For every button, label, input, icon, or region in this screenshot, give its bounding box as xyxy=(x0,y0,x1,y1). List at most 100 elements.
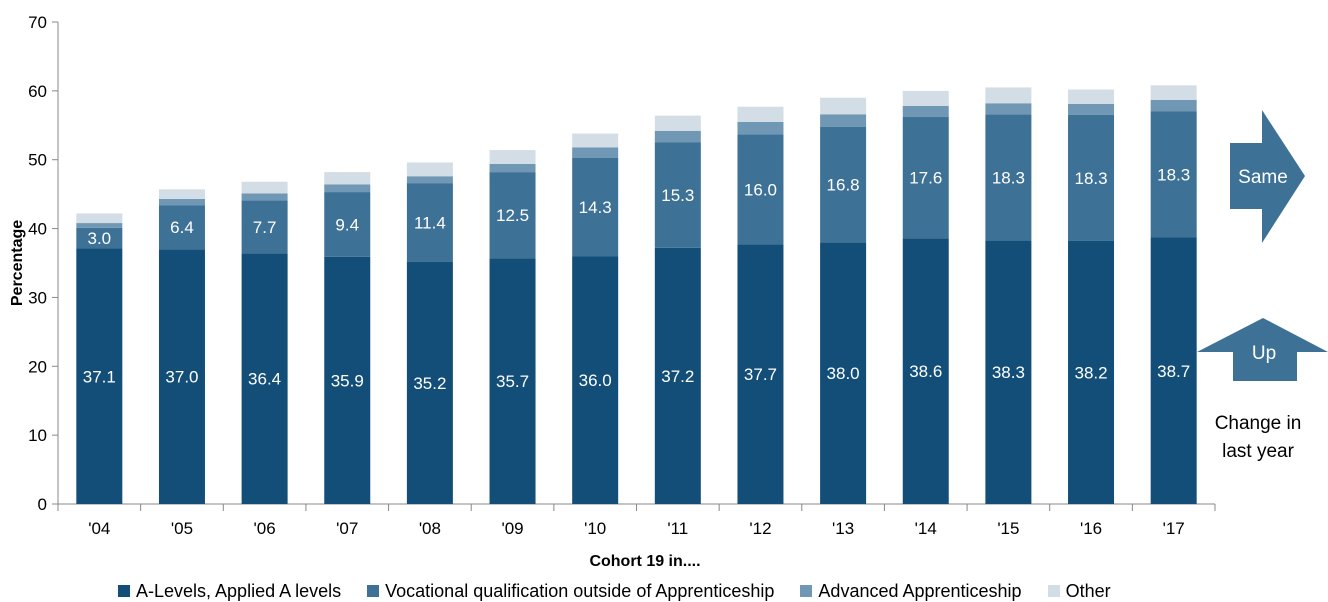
bar-segment xyxy=(489,258,536,504)
x-tick-label: '06 xyxy=(254,519,276,538)
right-arrow-icon xyxy=(1230,110,1305,243)
legend-label: Advanced Apprenticeship xyxy=(818,580,1022,601)
bar-segment xyxy=(76,213,123,224)
bar-segment xyxy=(902,90,949,107)
bar-value-label: 14.3 xyxy=(579,198,612,217)
x-tick-label: '14 xyxy=(915,519,937,538)
bar-value-label: 11.4 xyxy=(414,213,446,232)
x-axis: '04 '05 '06 '07 '08 '09 '10 '11 '12 '13 '14 '15 '16 '… xyxy=(57,503,1216,538)
bar-value-label: 36.0 xyxy=(579,371,612,390)
bar-segment xyxy=(158,205,205,250)
bar-segment xyxy=(324,172,371,185)
bar-value-label: 38.0 xyxy=(827,364,860,383)
x-tick-label: '15 xyxy=(997,519,1019,538)
bar-value-label: 35.7 xyxy=(496,372,529,391)
bar-segment xyxy=(489,150,536,164)
bar-segment xyxy=(737,134,784,245)
bar-value-label: 15.3 xyxy=(661,186,694,205)
up-label: Up xyxy=(1252,343,1276,364)
x-tick-label: '07 xyxy=(336,519,358,538)
x-tick-label: '16 xyxy=(1080,519,1102,538)
bar-value-label: 35.2 xyxy=(413,374,446,393)
legend-swatch xyxy=(118,585,130,597)
bar-segment xyxy=(158,249,205,504)
bar-value-label: 37.0 xyxy=(165,368,198,387)
bar-segment xyxy=(324,192,371,257)
bar-segment xyxy=(572,133,619,148)
bar-segment xyxy=(654,142,701,248)
bar-segment xyxy=(572,256,619,504)
bar-segment xyxy=(902,117,949,239)
up-arrow-icon xyxy=(1197,318,1328,381)
bar-segment xyxy=(902,238,949,504)
legend-label: Vocational qualification outside of Appr… xyxy=(385,580,775,601)
x-tick-label: '05 xyxy=(171,519,193,538)
bar-segment xyxy=(737,244,784,504)
change-note: Change in last year xyxy=(1198,410,1318,466)
bar-value-label: 37.7 xyxy=(744,365,777,384)
y-tick-label: 70 xyxy=(28,13,47,32)
bar-segment xyxy=(1068,89,1115,104)
bar-value-label: 16.8 xyxy=(827,176,860,195)
up-indicator: Up xyxy=(1197,318,1328,381)
bar-segment xyxy=(820,242,867,505)
bar-segment xyxy=(406,162,453,177)
bar-segment xyxy=(76,223,123,228)
legend-item: Advanced Apprenticeship xyxy=(800,580,1022,602)
bars xyxy=(76,85,1197,505)
x-tick-label: '13 xyxy=(832,519,854,538)
bar-segment xyxy=(324,256,371,504)
bar-segment xyxy=(985,87,1032,104)
y-tick-label: 60 xyxy=(28,82,47,101)
bar-segment xyxy=(820,114,867,127)
change-note-line-1: Change in xyxy=(1214,413,1302,434)
bar-segment xyxy=(1150,111,1197,238)
bar-segment xyxy=(241,181,288,194)
bar-value-label: 37.1 xyxy=(83,367,116,386)
bar-segment xyxy=(902,106,949,118)
bar-value-label: 3.0 xyxy=(88,229,112,248)
bar-segment xyxy=(1150,237,1197,504)
bar-value-label: 36.4 xyxy=(248,370,281,389)
change-note-line-2: last year xyxy=(1222,441,1294,462)
bar-segment xyxy=(406,261,453,504)
bar-segment xyxy=(572,157,619,257)
y-tick-label: 30 xyxy=(28,288,47,307)
legend-item: A-Levels, Applied A levels xyxy=(118,581,341,602)
bar-segment xyxy=(406,176,453,184)
legend-item: Vocational qualification outside of Appr… xyxy=(367,581,774,602)
bar-value-label: 6.4 xyxy=(170,218,194,237)
bar-value-label: 7.7 xyxy=(253,218,277,237)
bar-segment xyxy=(406,183,453,262)
value-labels: 37.1 3.0 37.0 6.4 36.4 7.7 35.9 9.4 35.2 11.4 35.7… xyxy=(83,166,1190,393)
x-tick-label: '08 xyxy=(419,519,441,538)
bar-segment xyxy=(489,172,536,259)
bar-value-label: 38.3 xyxy=(992,363,1025,382)
legend-swatch xyxy=(1047,585,1060,597)
bar-segment xyxy=(654,115,701,131)
legend-label: Other xyxy=(1065,580,1111,601)
bar-value-label: 38.7 xyxy=(1157,362,1190,381)
bar-value-label: 18.3 xyxy=(992,168,1025,187)
bar-segment xyxy=(820,97,867,115)
bar-segment xyxy=(1150,85,1197,100)
legend: A-Levels, Applied A levels Vocational qua… xyxy=(118,580,1278,602)
bar-segment xyxy=(76,248,123,504)
legend-label: A-Levels, Applied A levels xyxy=(136,580,342,601)
y-tick-label: 50 xyxy=(28,151,47,170)
bar-value-label: 9.4 xyxy=(335,215,359,234)
bar-value-label: 37.2 xyxy=(661,367,694,386)
y-axis: 0 10 20 30 40 50 60 70 xyxy=(28,13,59,514)
bar-segment xyxy=(489,163,536,173)
bar-value-label: 18.3 xyxy=(1074,169,1107,188)
bar-segment xyxy=(1068,240,1115,505)
bar-segment xyxy=(572,147,619,158)
x-tick-label: '11 xyxy=(667,519,688,538)
bar-segment xyxy=(241,200,288,254)
x-tick-label: '04 xyxy=(88,519,110,538)
bar-segment xyxy=(1068,114,1115,241)
y-tick-label: 0 xyxy=(38,495,47,514)
bar-segment xyxy=(985,240,1032,504)
legend-item: Other xyxy=(1047,580,1111,602)
legend-swatch xyxy=(800,585,813,597)
